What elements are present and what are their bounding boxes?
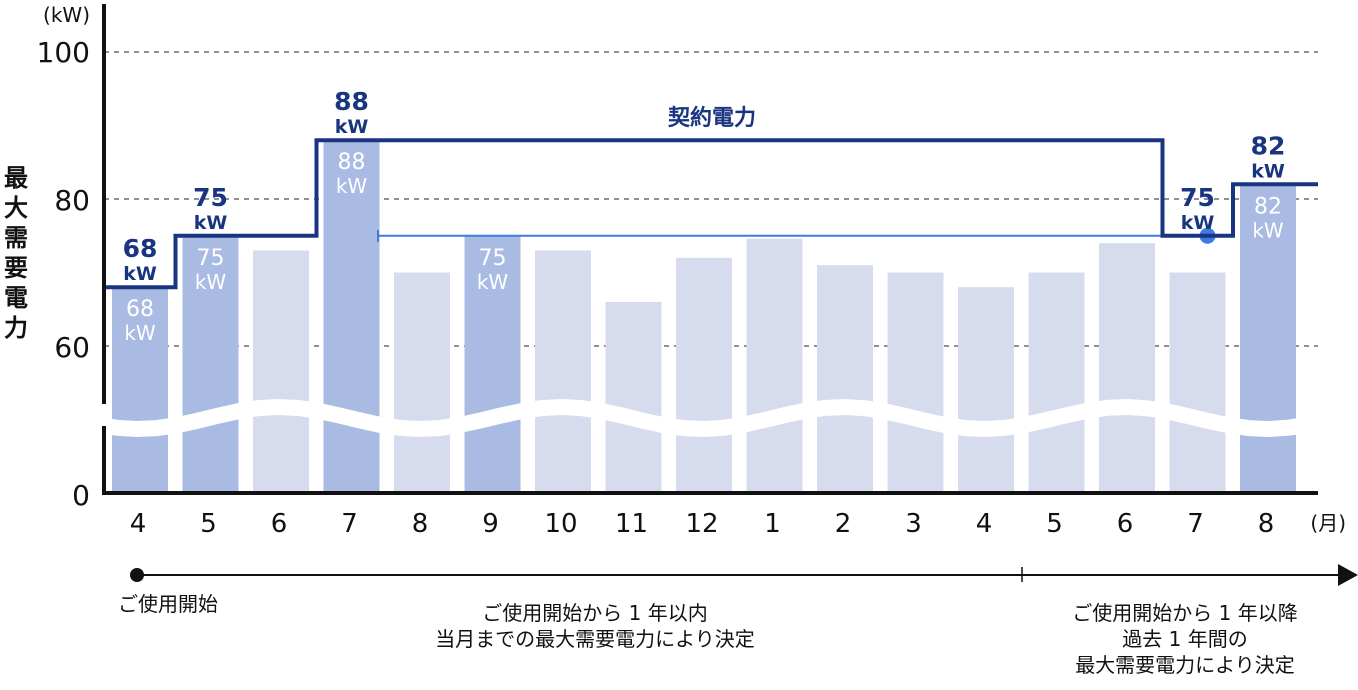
bars (112, 140, 1296, 494)
timeline-arrow (130, 564, 1358, 586)
x-tick-5: 5 (1046, 509, 1063, 539)
x-tick-4: 4 (976, 509, 993, 539)
y-axis-break-gap (100, 404, 108, 426)
timeline-period2-note: ご使用開始から 1 年以降 過去 1 年間の 最大需要電力により決定 (1020, 600, 1350, 678)
bar-7 (323, 140, 380, 493)
bar-1 (746, 238, 803, 493)
bar-unit: kW (477, 270, 509, 294)
x-tick-1: 1 (764, 509, 781, 539)
x-tick-3: 3 (905, 509, 922, 539)
bar-value: 68 (126, 297, 154, 322)
y-title-char: 最 (4, 164, 29, 192)
y-unit-label: (kW) (43, 3, 90, 27)
axes (100, 4, 1318, 495)
reference-line (377, 227, 1216, 244)
x-tick-8: 8 (412, 509, 429, 539)
bar-5 (182, 235, 239, 493)
bar-value: 75 (479, 246, 507, 271)
x-tick-5: 5 (200, 509, 217, 539)
contract-step-line (104, 138, 1318, 290)
contract-value: 88 (334, 87, 369, 116)
y-title-char: 力 (4, 314, 28, 342)
x-tick-7: 7 (341, 509, 358, 539)
y-title-char: 需 (4, 224, 28, 252)
contract-unit: kW (335, 116, 369, 138)
period1-line1: ご使用開始から 1 年以内 (482, 601, 708, 625)
contract-unit: kW (1251, 160, 1285, 182)
timeline-period1-note: ご使用開始から 1 年以内 当月までの最大需要電力により決定 (340, 600, 850, 652)
timeline-start-dot (130, 568, 144, 582)
x-tick-2: 2 (835, 509, 852, 539)
x-tick-4: 4 (130, 509, 147, 539)
y-tick-80: 80 (54, 184, 90, 217)
y-title-char: 大 (4, 194, 28, 222)
period2-line3: 最大需要電力により決定 (1075, 653, 1295, 677)
x-tick-12: 12 (685, 509, 718, 539)
x-unit-label: (月) (1310, 511, 1346, 535)
bar-unit: kW (1252, 218, 1284, 242)
bar-9 (464, 235, 521, 493)
contract-unit: kW (1181, 212, 1215, 234)
bar-2 (817, 265, 873, 493)
x-tick-6: 6 (271, 509, 288, 539)
period2-line1: ご使用開始から 1 年以降 (1072, 601, 1298, 625)
bar-8 (1240, 184, 1296, 494)
contract-unit: kW (123, 263, 157, 285)
x-tick-10: 10 (544, 509, 577, 539)
x-tick-9: 9 (482, 509, 499, 539)
bar-12 (676, 257, 732, 493)
timeline-arrowhead-icon (1338, 564, 1358, 586)
x-tick-8: 8 (1258, 509, 1275, 539)
period1-line2: 当月までの最大需要電力により決定 (435, 627, 755, 651)
y-tick-0: 0 (72, 479, 90, 512)
bar-6 (1099, 243, 1155, 493)
contract-value: 82 (1251, 131, 1286, 160)
y-tick-60: 60 (54, 331, 90, 364)
contract-value: 75 (1180, 183, 1215, 212)
bar-value: 75 (197, 246, 225, 271)
bar-8 (394, 272, 450, 493)
bar-10 (535, 250, 591, 493)
bar-4 (112, 287, 168, 493)
bar-3 (887, 272, 944, 493)
bar-7 (1169, 272, 1226, 493)
bar-value: 88 (338, 150, 366, 175)
contract-value: 68 (123, 234, 158, 263)
y-tick-100: 100 (37, 36, 90, 69)
period2-line2: 過去 1 年間の (1122, 627, 1248, 651)
y-title-char: 電 (4, 284, 28, 312)
bar-unit: kW (195, 270, 227, 294)
bar-6 (253, 250, 309, 493)
x-tick-7: 7 (1187, 509, 1204, 539)
bar-unit: kW (124, 321, 156, 345)
x-tick-6: 6 (1117, 509, 1134, 539)
bar-11 (605, 301, 662, 493)
bar-value: 82 (1254, 194, 1282, 219)
axis-break-waves (88, 398, 1312, 438)
timeline-start-label: ご使用開始 (118, 592, 218, 616)
bar-4 (958, 287, 1014, 493)
contract-unit: kW (194, 212, 228, 234)
contract-power-label: 契約電力 (667, 105, 756, 131)
bar-5 (1028, 272, 1085, 493)
x-tick-11: 11 (615, 509, 648, 539)
y-title-char: 要 (4, 254, 28, 282)
contract-value: 75 (193, 183, 228, 212)
bar-unit: kW (336, 174, 368, 198)
axis-break-wave (88, 398, 1312, 438)
